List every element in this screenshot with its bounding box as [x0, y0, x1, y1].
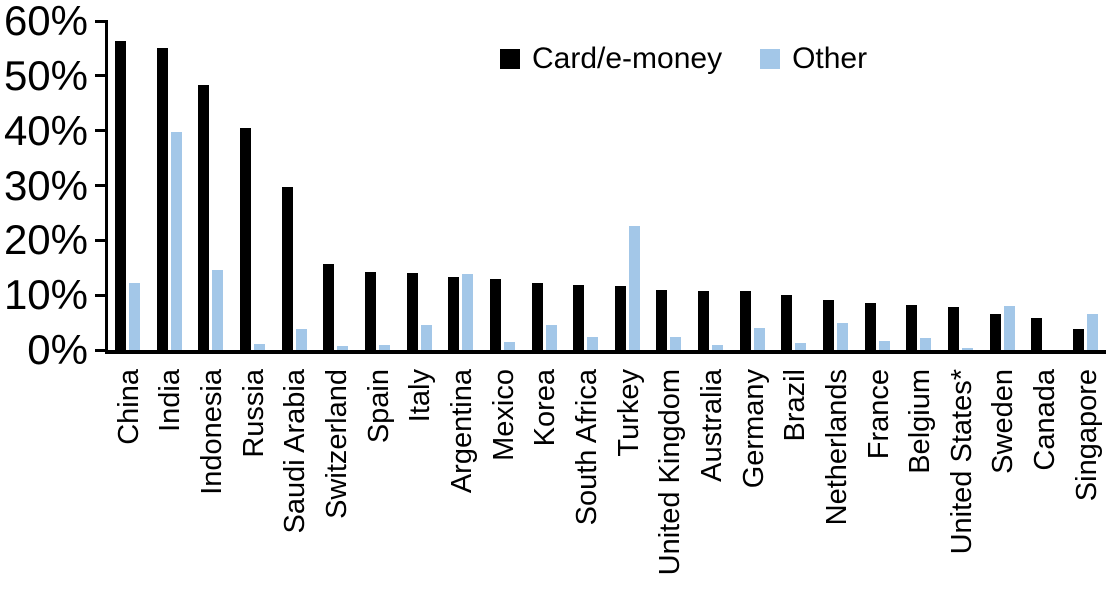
- bar-other-germany: [753, 328, 765, 350]
- bar-card-e-money-china: [115, 41, 126, 350]
- bar-card-e-money-united-states: [948, 307, 959, 350]
- x-axis-category-label-indonesia: Indonesia: [196, 369, 229, 495]
- bar-card-e-money-france: [864, 302, 876, 350]
- bar-card-e-money-indonesia: [198, 85, 210, 350]
- bar-card-e-money-russia: [239, 127, 251, 350]
- bar-other-brazil: [795, 343, 807, 350]
- bar-other-china: [129, 282, 140, 350]
- bar-other-singapore: [1086, 313, 1098, 350]
- y-axis-tick-label: 0%: [27, 326, 88, 373]
- x-axis-category-label-australia: Australia: [695, 369, 728, 482]
- x-axis-category-label-netherlands: Netherlands: [820, 369, 853, 526]
- x-axis-category-label-saudi-arabia: Saudi Arabia: [279, 369, 312, 534]
- x-axis-line: [105, 350, 1106, 354]
- x-axis-category-label-canada: Canada: [1029, 369, 1062, 471]
- x-axis-category-label-france: France: [862, 369, 895, 460]
- legend-swatch-other: [760, 49, 781, 69]
- x-axis-category-label-united-kingdom: United Kingdom: [654, 369, 687, 576]
- bar-other-russia: [253, 343, 265, 350]
- x-axis-category-label-switzerland: Switzerland: [321, 369, 354, 519]
- x-axis-category-label-germany: Germany: [737, 369, 770, 489]
- bar-card-e-money-argentina: [448, 276, 460, 350]
- x-axis-category-label-korea: Korea: [529, 369, 562, 447]
- y-axis-tick-mark: [95, 19, 105, 23]
- y-axis-tick-mark: [95, 238, 105, 242]
- bar-card-e-money-sweden: [989, 314, 1001, 350]
- bar-card-e-money-brazil: [781, 295, 793, 350]
- y-axis-line: [105, 20, 108, 354]
- bar-other-korea: [545, 324, 557, 350]
- legend-item-other: Other: [760, 42, 867, 76]
- y-axis-tick-mark: [95, 348, 105, 352]
- bar-card-e-money-netherlands: [823, 299, 835, 350]
- x-axis-category-label-singapore: Singapore: [1070, 369, 1103, 502]
- bar-card-e-money-turkey: [614, 286, 626, 350]
- y-axis-tick-mark: [95, 129, 105, 133]
- x-axis-category-label-sweden: Sweden: [987, 369, 1020, 474]
- legend-item-card-e-money: Card/e-money: [500, 42, 722, 76]
- bar-other-united-kingdom: [670, 336, 682, 350]
- y-axis-tick-label: 10%: [3, 271, 88, 319]
- y-axis-tick-label: 30%: [3, 161, 88, 209]
- bar-other-argentina: [462, 274, 474, 350]
- y-axis-tick-label: 40%: [3, 106, 88, 154]
- legend-label-other: Other: [792, 42, 868, 75]
- bar-card-e-money-belgium: [906, 305, 918, 350]
- bar-card-e-money-mexico: [489, 279, 501, 350]
- x-axis-category-label-brazil: Brazil: [779, 369, 812, 442]
- bar-other-belgium: [920, 338, 932, 350]
- x-axis-category-label-mexico: Mexico: [487, 369, 520, 461]
- y-axis-tick-mark: [95, 293, 105, 297]
- bar-card-e-money-spain: [364, 271, 376, 350]
- bar-other-saudi-arabia: [295, 328, 307, 350]
- y-axis-tick-label: 60%: [3, 0, 88, 44]
- x-axis-category-label-turkey: Turkey: [612, 369, 645, 457]
- bar-other-australia: [712, 344, 724, 350]
- x-axis-category-label-spain: Spain: [362, 369, 395, 444]
- bar-other-india: [170, 132, 182, 350]
- bar-card-e-money-united-kingdom: [656, 289, 668, 350]
- bar-other-switzerland: [337, 345, 349, 350]
- bar-other-spain: [378, 344, 390, 350]
- x-axis-category-label-south-africa: South Africa: [570, 369, 603, 526]
- bar-card-e-money-singapore: [1072, 329, 1084, 350]
- bar-other-sweden: [1003, 305, 1015, 350]
- bar-other-netherlands: [837, 322, 849, 350]
- x-axis-category-label-india: India: [154, 369, 187, 432]
- bar-card-e-money-italy: [406, 272, 418, 350]
- bar-card-e-money-south-africa: [573, 284, 585, 350]
- bar-card-e-money-australia: [698, 290, 710, 350]
- x-axis-category-label-russia: Russia: [237, 369, 270, 458]
- x-axis-category-label-united-states: United States*: [945, 369, 978, 555]
- bar-card-e-money-switzerland: [323, 264, 335, 350]
- y-axis-tick-mark: [95, 184, 105, 187]
- x-axis-category-label-italy: Italy: [404, 369, 437, 423]
- x-axis-category-label-belgium: Belgium: [904, 369, 937, 474]
- bar-other-turkey: [628, 225, 640, 350]
- legend-label-card-e-money: Card/e-money: [532, 42, 723, 75]
- bar-card-e-money-saudi-arabia: [281, 186, 293, 350]
- bar-other-mexico: [503, 342, 515, 350]
- bar-card-e-money-india: [156, 48, 168, 350]
- x-axis-category-label-argentina: Argentina: [446, 369, 479, 494]
- chart-legend: Card/e-money Other: [500, 42, 867, 76]
- bar-other-south-africa: [587, 336, 599, 350]
- x-axis-category-label-china: China: [112, 369, 145, 445]
- bar-other-france: [878, 341, 890, 350]
- y-axis-tick-label: 20%: [3, 216, 88, 264]
- y-axis-tick-mark: [95, 74, 105, 78]
- bar-other-italy: [420, 324, 432, 350]
- bar-card-e-money-korea: [531, 282, 543, 350]
- legend-swatch-card-e-money: [500, 49, 520, 69]
- bar-other-united-states: [962, 348, 973, 350]
- bar-other-indonesia: [212, 269, 224, 350]
- y-axis-tick-label: 50%: [3, 51, 88, 99]
- bar-card-e-money-germany: [739, 291, 751, 350]
- bar-card-e-money-canada: [1031, 317, 1043, 350]
